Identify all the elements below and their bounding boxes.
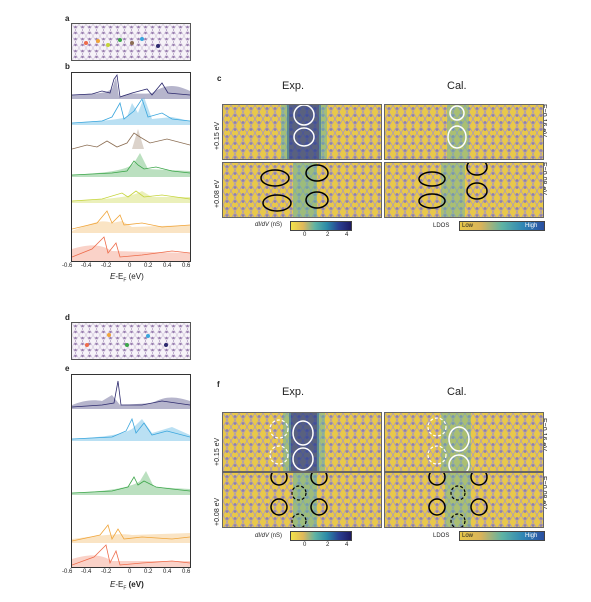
map-cal-bottom-f (384, 472, 544, 528)
colorbar-tick: 2 (326, 542, 330, 548)
column-title-exp-f: Exp. (282, 386, 305, 398)
site-marker-orange (107, 333, 111, 337)
site-marker-tan (130, 41, 134, 45)
site-marker-green (118, 38, 122, 42)
spectrum-navy (72, 380, 190, 409)
site-marker-salmon (85, 343, 89, 347)
panel-label-d: d (65, 313, 70, 322)
x-tick: 0.6 (182, 263, 191, 269)
map-exp-top-c (222, 104, 382, 160)
spectrum-navy (72, 73, 190, 99)
colorbar-label-exp-c: dI/dV (nS) (255, 222, 283, 228)
colorbar-cal-f (459, 531, 545, 541)
site-marker-orange (96, 39, 100, 43)
colorbar-tick: 2 (326, 232, 330, 238)
x-tick: 0 (128, 263, 132, 269)
x-tick: 0.4 (163, 569, 172, 575)
row-label-exp-top-c: +0.15 eV (214, 121, 221, 150)
site-marker-yellowgreen (106, 43, 110, 47)
spectrum-green (72, 471, 190, 495)
panel-label-e: e (65, 364, 70, 373)
map-cal-top-c (384, 104, 544, 160)
spectrum-salmon (72, 544, 190, 567)
site-marker-navy (164, 343, 168, 347)
panel-label-c: c (217, 74, 222, 83)
x-tick: 0.2 (144, 263, 153, 269)
site-marker-navy (156, 44, 160, 48)
site-marker-lightblue (146, 334, 150, 338)
row-label-exp-top-f: +0.15 eV (214, 437, 221, 466)
x-axis-label-e: E-EF (eV) (110, 580, 144, 592)
x-tick: -0.4 (81, 263, 92, 269)
x-tick: -0.6 (62, 263, 73, 269)
colorbar-label-cal-f: LDOS (433, 533, 450, 539)
x-tick: 0.2 (144, 569, 153, 575)
spectrum-orange (72, 210, 190, 233)
colorbar-tick: 0 (303, 542, 307, 548)
map-cal-bottom-c (384, 162, 544, 218)
spectrum-green (72, 153, 190, 177)
column-title-cal-f: Cal. (447, 386, 467, 398)
map-exp-bottom-f (222, 472, 382, 528)
colorbar-low-label: Low (462, 223, 474, 229)
site-marker-salmon (84, 41, 88, 45)
row-label-exp-bottom-c: +0.08 eV (214, 179, 221, 208)
colorbar-high-label: High (525, 223, 538, 229)
colorbar-low-label: Low (462, 533, 474, 539)
colorbar-tick: 4 (345, 542, 349, 548)
colorbar-exp-c (290, 221, 352, 231)
colorbar-label-exp-f: dI/dV (nS) (255, 533, 283, 539)
x-tick: -0.4 (81, 569, 92, 575)
row-label-exp-bottom-f: +0.08 eV (214, 497, 221, 526)
colorbar-tick: 0 (303, 232, 307, 238)
colorbar-cal-c (459, 221, 545, 231)
colorbar-label-cal-c: LDOS (433, 223, 450, 229)
x-axis-label-b: E-EF (eV) (110, 272, 144, 284)
x-tick: 0 (128, 569, 132, 575)
spectrum-yellowgreen (72, 190, 190, 203)
spectrum-lightblue (72, 417, 190, 441)
map-exp-bottom-c (222, 162, 382, 218)
spectra-plot-e (71, 374, 191, 568)
spectrum-salmon (72, 236, 190, 261)
spectrum-tan (72, 129, 190, 150)
colorbar-tick: 4 (345, 232, 349, 238)
lattice-structure-d (71, 322, 191, 360)
x-tick: -0.2 (101, 263, 112, 269)
x-tick: 0.4 (163, 263, 172, 269)
panel-label-a: a (65, 14, 70, 23)
x-tick: 0.6 (182, 569, 191, 575)
map-cal-top-f (384, 412, 544, 472)
spectrum-orange (72, 524, 190, 543)
x-tick: -0.6 (62, 569, 73, 575)
site-marker-green (125, 343, 129, 347)
spectra-plot-b (71, 72, 191, 262)
colorbar-high-label: High (525, 533, 538, 539)
column-title-exp-c: Exp. (282, 80, 305, 92)
site-marker-lightblue (140, 37, 144, 41)
column-title-cal-c: Cal. (447, 80, 467, 92)
panel-label-f: f (217, 380, 220, 389)
lattice-structure-a (71, 23, 191, 61)
panel-label-b: b (65, 62, 70, 71)
colorbar-exp-f (290, 531, 352, 541)
map-exp-top-f (222, 412, 382, 472)
spectrum-lightblue (72, 97, 190, 125)
x-tick: -0.2 (101, 569, 112, 575)
